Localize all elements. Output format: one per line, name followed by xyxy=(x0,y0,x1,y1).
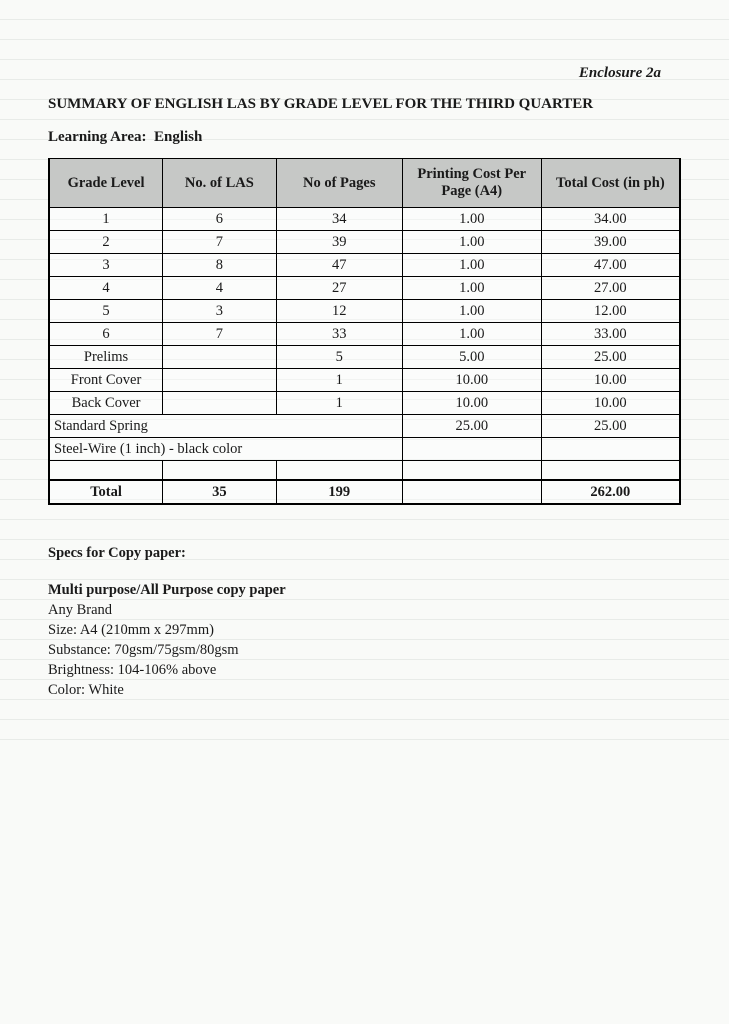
specs-line: Brightness: 104-106% above xyxy=(48,660,681,680)
specs-line: Color: White xyxy=(48,680,681,700)
table-row: 67331.0033.00 xyxy=(49,323,680,346)
table-body: 16341.0034.00 27391.0039.00 38471.0047.0… xyxy=(49,208,680,505)
learning-area: Learning Area: English xyxy=(48,129,681,146)
table-blank-row xyxy=(49,461,680,481)
specs-line: Size: A4 (210mm x 297mm) xyxy=(48,620,681,640)
specs-line: Substance: 70gsm/75gsm/80gsm xyxy=(48,640,681,660)
summary-table: Grade Level No. of LAS No of Pages Print… xyxy=(48,158,681,505)
summary-title: SUMMARY OF ENGLISH LAS BY GRADE LEVEL FO… xyxy=(48,96,681,113)
learning-area-value: English xyxy=(154,129,202,145)
table-row: 38471.0047.00 xyxy=(49,254,680,277)
table-row: 27391.0039.00 xyxy=(49,231,680,254)
specs-subheading: Multi purpose/All Purpose copy paper xyxy=(48,580,681,600)
table-row-spanned: Standard Spring 25.00 25.00 xyxy=(49,415,680,438)
specs-section: Specs for Copy paper: Multi purpose/All … xyxy=(48,545,681,700)
col-las: No. of LAS xyxy=(163,159,277,208)
learning-area-label: Learning Area: xyxy=(48,129,146,145)
table-row: 53121.0012.00 xyxy=(49,300,680,323)
specs-line: Any Brand xyxy=(48,600,681,620)
table-total-row: Total 35 199 262.00 xyxy=(49,480,680,504)
col-cpp: Printing Cost Per Page (A4) xyxy=(402,159,541,208)
enclosure-label: Enclosure 2a xyxy=(48,65,681,82)
table-row: Back Cover110.0010.00 xyxy=(49,392,680,415)
document-page: Enclosure 2a SUMMARY OF ENGLISH LAS BY G… xyxy=(0,0,729,740)
specs-heading: Specs for Copy paper: xyxy=(48,545,681,562)
col-total: Total Cost (in ph) xyxy=(541,159,680,208)
table-row: 16341.0034.00 xyxy=(49,208,680,231)
table-row: Front Cover110.0010.00 xyxy=(49,369,680,392)
table-row-spanned: Steel-Wire (1 inch) - black color xyxy=(49,438,680,461)
table-row: Prelims55.0025.00 xyxy=(49,346,680,369)
col-pages: No of Pages xyxy=(276,159,402,208)
col-grade: Grade Level xyxy=(49,159,163,208)
table-row: 44271.0027.00 xyxy=(49,277,680,300)
